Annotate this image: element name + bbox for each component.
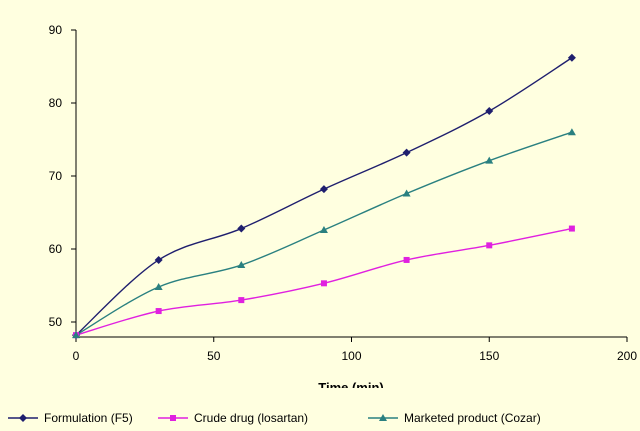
legend-entry-1: Formulation (F5) [44, 411, 133, 425]
series-1-point [402, 148, 411, 157]
y-tick-label: 60 [49, 242, 63, 256]
series-2-point [155, 308, 162, 315]
y-tick-label: 80 [49, 96, 63, 110]
series-2-point [568, 225, 575, 232]
y-tick-label: 90 [49, 23, 63, 37]
series-2-point [238, 297, 245, 304]
x-tick-label: 150 [479, 349, 499, 363]
x-tick-label: 200 [617, 349, 637, 363]
series-2-point [403, 256, 410, 263]
legend-entry-2: Crude drug (losartan) [194, 411, 308, 425]
series-1-point [154, 255, 163, 264]
series-3-point [319, 226, 328, 234]
series-3-point [237, 261, 246, 269]
y-tick-label: 70 [49, 169, 63, 183]
series-2-point [486, 242, 493, 249]
series-1-point [567, 53, 576, 62]
legend-entry-3: Marketed product (Cozar) [404, 411, 541, 425]
legend-swatch-marker [19, 414, 27, 422]
x-tick-label: 0 [73, 349, 80, 363]
series-3-point [72, 331, 80, 339]
legend-swatch-marker [379, 414, 387, 421]
plot-area [76, 10, 632, 337]
x-tick-label: 50 [207, 349, 221, 363]
series-3-point [567, 128, 576, 136]
legend-swatch-marker [170, 415, 176, 421]
series-1-point [319, 185, 328, 194]
series-2-point [320, 280, 327, 287]
series-3-point [402, 189, 411, 197]
x-tick-label: 100 [341, 349, 361, 363]
legend-cover [0, 388, 640, 431]
series-3-point [485, 156, 494, 164]
y-tick-label: 50 [49, 315, 63, 329]
series-1-point [237, 224, 246, 233]
series-3-point [154, 282, 163, 290]
legend: Formulation (F5) Crude drug (losartan) Mar… [8, 411, 541, 425]
series-1-point [485, 107, 494, 116]
